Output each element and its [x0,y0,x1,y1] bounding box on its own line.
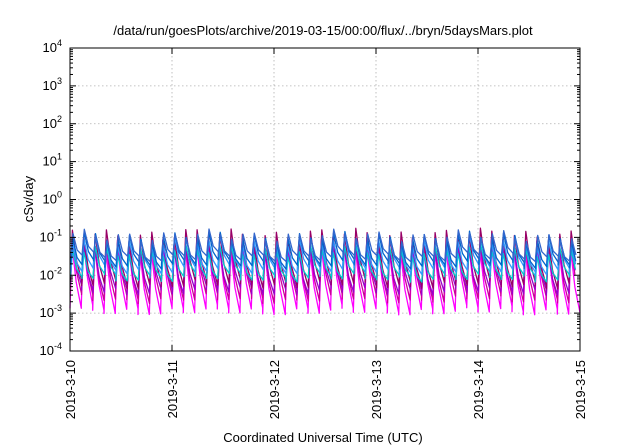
x-tick-label: 2019-3-12 [267,360,282,419]
x-tick-label: 2019-3-11 [165,360,180,418]
y-tick-label: 103 [43,76,62,93]
x-tick-label: 2019-3-10 [63,360,78,419]
y-tick-label: 10-2 [40,265,62,282]
axis-ticks [69,47,581,352]
y-tick-label: 100 [43,190,62,207]
series-line [70,228,577,263]
y-tick-labels: 10-4 10-3 10-2 10-1 100 101 102 103 104 [40,38,62,358]
y-tick-label: 102 [43,114,62,131]
grid [70,48,580,351]
y-tick-label: 10-3 [40,303,62,320]
y-tick-label: 10-4 [40,341,62,358]
x-tick-label: 2019-3-14 [471,360,486,419]
series-layer [69,227,581,316]
x-axis-label: Coordinated Universal Time (UTC) [223,430,422,445]
x-tick-labels: 2019-3-10 2019-3-11 2019-3-12 2019-3-13 2019… [63,360,588,419]
x-tick-label: 2019-3-15 [573,360,588,419]
y-tick-label: 101 [43,152,62,169]
y-tick-label: 10-1 [40,227,62,244]
y-tick-label: 104 [43,38,62,55]
y-axis-label: cSv/day [21,175,36,222]
chart-title: /data/run/goesPlots/archive/2019-03-15/0… [113,23,533,38]
x-tick-label: 2019-3-13 [369,360,384,419]
